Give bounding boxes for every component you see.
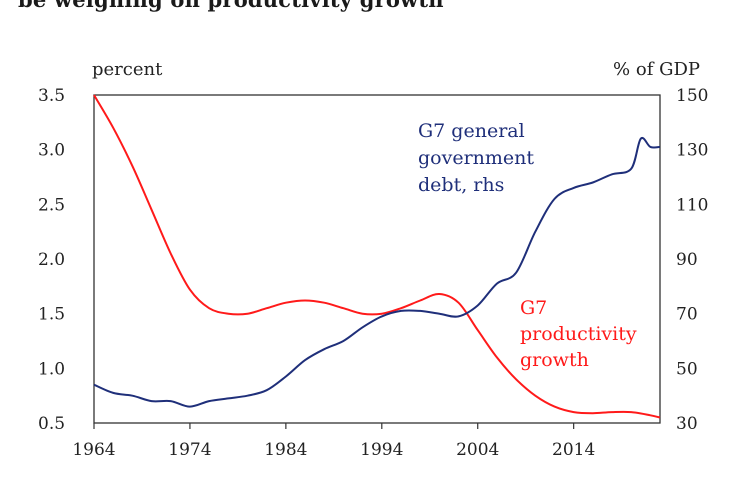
y-left-tick-label: 0.5 bbox=[38, 414, 65, 434]
chart-title: be weighing on productivity growth bbox=[18, 0, 444, 12]
x-tick-label: 1964 bbox=[72, 440, 115, 460]
y-right-tick-label: 110 bbox=[676, 195, 708, 215]
y-right-tick-label: 130 bbox=[676, 141, 708, 161]
debt-series-label: G7 general bbox=[418, 120, 525, 142]
y-left-tick-label: 1.5 bbox=[38, 305, 65, 325]
left-axis-unit: percent bbox=[92, 59, 163, 80]
debt-series-label: government bbox=[418, 147, 534, 169]
right-axis-unit: % of GDP bbox=[613, 59, 700, 80]
x-tick-label: 2004 bbox=[456, 440, 499, 460]
debt-series-label: debt, rhs bbox=[418, 174, 504, 196]
productivity-series-label: productivity bbox=[520, 323, 637, 345]
y-left-tick-label: 2.5 bbox=[38, 195, 65, 215]
y-left-tick-label: 3.5 bbox=[38, 86, 65, 106]
y-right-tick-label: 70 bbox=[676, 305, 698, 325]
x-tick-label: 2014 bbox=[552, 440, 595, 460]
productivity-growth-line bbox=[93, 94, 661, 419]
productivity-series-label: growth bbox=[520, 349, 589, 371]
y-left-tick-label: 3.0 bbox=[38, 141, 65, 161]
y-left-tick-label: 2.0 bbox=[38, 250, 65, 270]
x-tick-label: 1994 bbox=[360, 440, 403, 460]
plot-frame bbox=[93, 94, 661, 424]
y-right-tick-label: 150 bbox=[676, 86, 708, 106]
government-debt-line bbox=[93, 136, 661, 408]
productivity-series-label: G7 bbox=[520, 297, 547, 319]
y-right-tick-label: 50 bbox=[676, 359, 698, 379]
y-right-tick-label: 30 bbox=[676, 414, 698, 434]
y-right-tick-label: 90 bbox=[676, 250, 698, 270]
y-left-tick-label: 1.0 bbox=[38, 359, 65, 379]
x-tick-label: 1974 bbox=[168, 440, 211, 460]
x-tick-label: 1984 bbox=[264, 440, 307, 460]
